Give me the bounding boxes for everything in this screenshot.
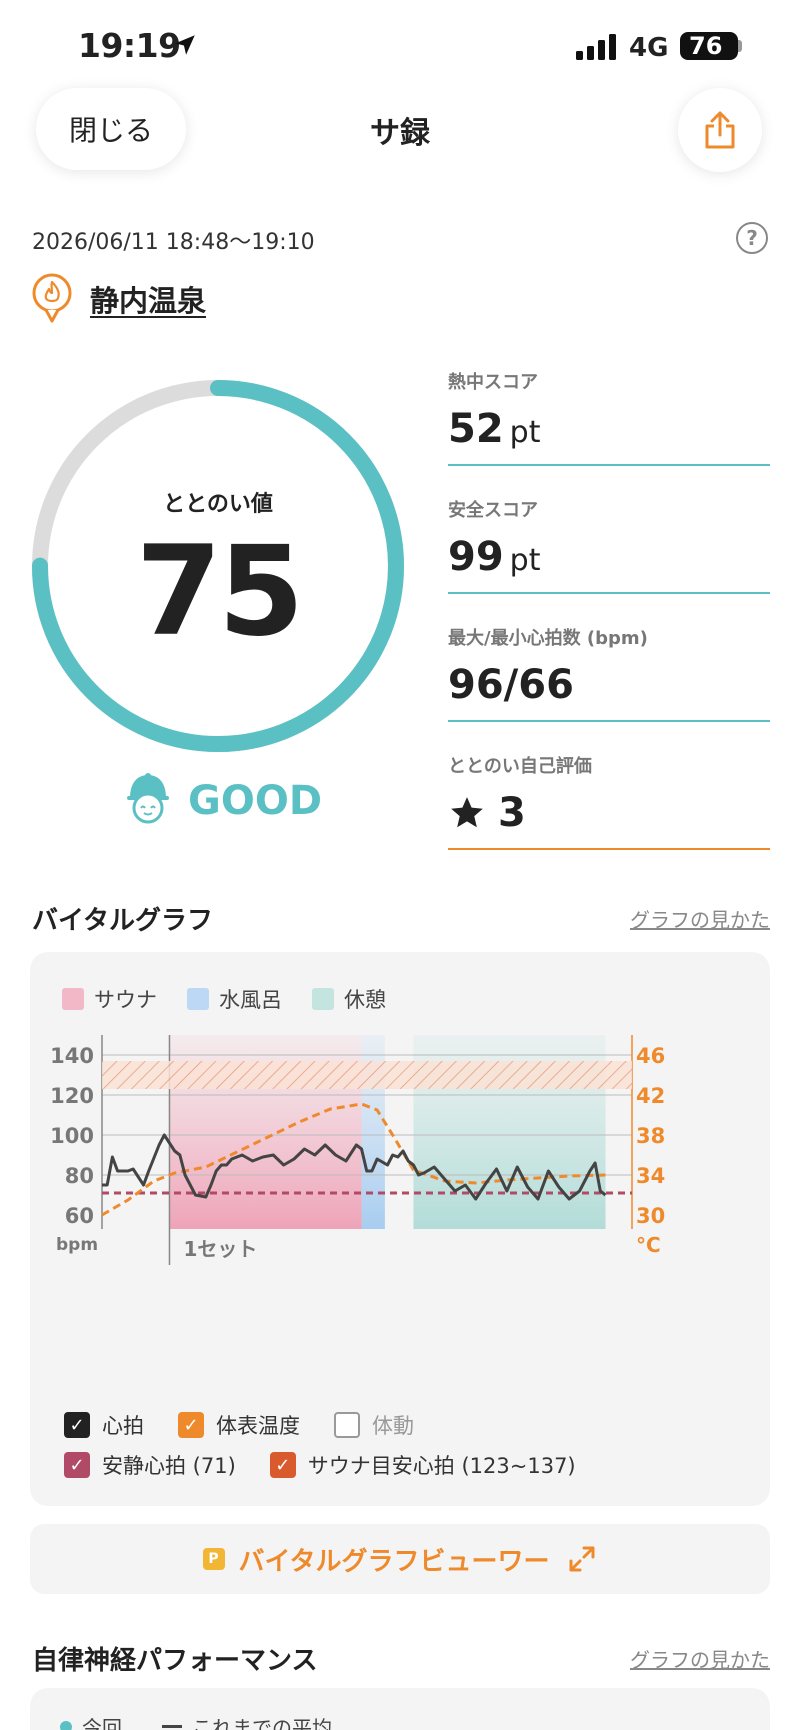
share-icon xyxy=(705,111,735,149)
y-right-tick: 30 xyxy=(636,1204,665,1228)
self-rating-value[interactable]: 3 xyxy=(448,790,526,836)
toggle-skin-temp[interactable]: ✓ 体表温度 xyxy=(178,1410,300,1440)
battery-level: 76 xyxy=(680,32,738,60)
safety-score-unit: pt xyxy=(509,543,541,578)
toggle-resting-hr[interactable]: ✓ 安静心拍 (71) xyxy=(64,1450,236,1480)
series-skin-temp xyxy=(101,1102,606,1217)
expand-icon xyxy=(569,1546,595,1572)
self-rating-label: ととのい自己評価 xyxy=(448,756,592,777)
x-label: 1セット xyxy=(183,1237,257,1261)
safety-score-value: 99 pt xyxy=(448,534,541,580)
close-button[interactable]: 閉じる xyxy=(36,88,186,170)
y-left-unit: bpm xyxy=(56,1235,98,1255)
battery-nub xyxy=(738,40,742,52)
autonomic-title: 自律神経パフォーマンス xyxy=(32,1646,318,1676)
self-rating-divider xyxy=(448,848,770,850)
page-title: サ録 xyxy=(370,116,430,151)
gauge-progress-arc xyxy=(32,380,404,752)
phase-legend: サウナ 水風呂 休憩 xyxy=(62,984,386,1014)
vital-graph-card xyxy=(30,952,770,1506)
toggle-target-hr[interactable]: ✓ サウナ目安心拍 (123~137) xyxy=(269,1450,576,1480)
safety-score-label: 安全スコア xyxy=(448,500,538,521)
heart-rate-label: 最大/最小心拍数 (bpm) xyxy=(448,628,648,649)
network-type: 4G xyxy=(629,33,669,63)
toggle-body-motion[interactable]: 体動 xyxy=(334,1410,414,1440)
vital-graph-title: バイタルグラフ xyxy=(32,906,213,936)
heart-rate-value: 96/66 xyxy=(448,662,574,708)
heart-rate-divider xyxy=(448,720,770,722)
sauna-place-icon xyxy=(32,273,72,323)
viewer-label: バイタルグラフビューワー xyxy=(238,1546,550,1577)
toggle-heart-rate[interactable]: ✓ 心拍 xyxy=(64,1410,144,1440)
premium-badge: P xyxy=(202,1548,225,1570)
help-icon[interactable]: ? xyxy=(736,222,768,254)
rating-text: GOOD xyxy=(188,778,323,824)
autonomic-card xyxy=(30,1688,770,1730)
autonomic-help-link[interactable]: グラフの見かた xyxy=(630,1648,770,1672)
y-left-tick: 140 xyxy=(50,1044,94,1068)
vital-chart: 60 80 100 120 140 30 34 38 42 46 bpm °C 1セット xyxy=(50,1035,665,1265)
star-icon xyxy=(451,797,483,828)
y-right-tick: 34 xyxy=(636,1164,665,1188)
y-left-tick: 80 xyxy=(65,1164,94,1188)
y-right-unit: °C xyxy=(636,1233,661,1257)
signal-icon xyxy=(576,34,616,60)
vital-graph-viewer-button[interactable]: P バイタルグラフビューワー xyxy=(30,1524,770,1594)
y-left-tick: 100 xyxy=(50,1124,94,1148)
safety-score-divider xyxy=(448,592,770,594)
share-button[interactable] xyxy=(678,88,762,172)
location-arrow-icon xyxy=(175,35,195,55)
heat-score-divider xyxy=(448,464,770,466)
toggle-row-2: ✓ 安静心拍 (71) ✓ サウナ目安心拍 (123~137) xyxy=(64,1450,576,1480)
target-hr-band xyxy=(102,1061,632,1089)
gauge-value: 75 xyxy=(135,520,305,664)
legend-rest: 休憩 xyxy=(312,984,386,1014)
y-right-tick: 42 xyxy=(636,1084,665,1108)
y-right-tick: 38 xyxy=(636,1124,665,1148)
totonoi-gauge xyxy=(32,380,404,752)
heat-score-label: 熱中スコア xyxy=(448,372,538,393)
vital-graph-help-link[interactable]: グラフの見かた xyxy=(630,908,770,932)
toggle-row-1: ✓ 心拍 ✓ 体表温度 体動 xyxy=(64,1410,414,1440)
y-left-tick: 120 xyxy=(50,1084,94,1108)
legend-current: 今回 xyxy=(82,1716,122,1730)
series-heart-rate xyxy=(102,1133,607,1201)
session-datetime: 2026/06/11 18:48〜19:10 xyxy=(32,230,315,255)
heat-score-value: 52 pt xyxy=(448,406,541,452)
status-time: 19:19 xyxy=(78,26,181,65)
good-mascot-icon xyxy=(127,773,169,824)
autonomic-legend: 今回 これまでの平均 xyxy=(60,1712,332,1730)
legend-average: これまでの平均 xyxy=(192,1716,332,1730)
legend-sauna: サウナ xyxy=(62,984,157,1014)
place-name-link[interactable]: 静内温泉 xyxy=(90,284,207,318)
gauge-label: ととのい値 xyxy=(163,492,273,517)
heat-score-unit: pt xyxy=(509,415,541,450)
y-left-tick: 60 xyxy=(65,1204,94,1228)
legend-cold-bath: 水風呂 xyxy=(187,984,282,1014)
y-right-tick: 46 xyxy=(636,1044,665,1068)
